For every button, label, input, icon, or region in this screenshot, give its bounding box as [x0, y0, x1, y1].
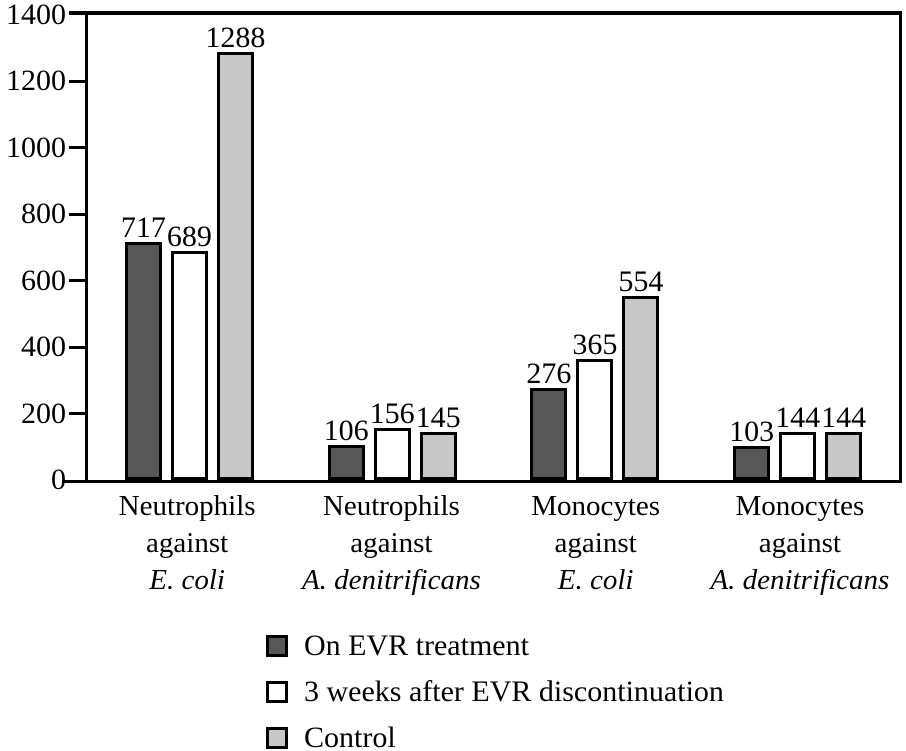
- bar-value-label: 145: [415, 400, 461, 434]
- bar: 717: [121, 212, 166, 480]
- bar: 689: [167, 222, 212, 480]
- y-axis-tick: [69, 345, 85, 349]
- y-axis-tick-label: 600: [21, 263, 66, 297]
- bar: 1288: [205, 23, 265, 480]
- legend-swatch: [266, 727, 288, 749]
- category-line2: against: [350, 527, 433, 559]
- category-line1: Monocytes: [531, 490, 661, 522]
- bar-value-label: 144: [821, 401, 867, 435]
- legend-swatch: [266, 635, 288, 657]
- bar: 106: [324, 415, 369, 480]
- category-line1: Neutrophils: [118, 490, 256, 522]
- bar: 145: [416, 402, 461, 480]
- bar: 554: [618, 267, 663, 480]
- legend-item: Control: [266, 723, 724, 751]
- category-species-name: E. coli: [557, 564, 634, 596]
- bar-value-label: 717: [120, 210, 166, 244]
- bar: 103: [729, 416, 774, 480]
- y-axis-tick-label: 1200: [6, 64, 66, 98]
- bar-value-label: 144: [775, 401, 821, 435]
- bar-value-label: 276: [526, 357, 572, 391]
- bar-value-label: 106: [323, 413, 369, 447]
- y-axis-tick-label: 400: [21, 330, 66, 364]
- bar-group: 717 689 1288: [121, 15, 265, 480]
- y-axis-tick-label: 1000: [6, 130, 66, 164]
- plot-area: 717 689 1288 106 156 145 276 365 554 103 144 144: [85, 11, 902, 483]
- bar-group: 103 144 144: [729, 15, 866, 480]
- y-axis-tick-1400: [69, 11, 85, 15]
- y-axis-tick: [69, 79, 85, 83]
- x-axis-category-label: Monocytes against A. denitrificans: [698, 488, 902, 599]
- bar-value-label: 554: [618, 265, 664, 298]
- bar: 276: [526, 359, 571, 480]
- bar-value-label: 103: [729, 414, 775, 448]
- category-species-name: A. denitrificans: [710, 564, 890, 596]
- bar: 156: [370, 399, 415, 480]
- y-axis-tick-label: 800: [21, 197, 66, 231]
- legend-swatch: [266, 681, 288, 703]
- y-axis-tick-label: 200: [21, 396, 66, 430]
- category-species-name: E. coli: [149, 564, 225, 596]
- legend: On EVR treatment 3 weeks after EVR discon…: [266, 631, 724, 751]
- y-axis-tick-0: [62, 480, 85, 483]
- category-line2: against: [758, 527, 841, 559]
- bar-group: 276 365 554: [526, 15, 663, 480]
- y-axis-tick: [69, 412, 85, 416]
- bar-value-label: 365: [572, 327, 618, 361]
- x-axis-category-label: Neutrophils against E. coli: [85, 488, 289, 599]
- category-line1: Neutrophils: [322, 490, 460, 522]
- legend-label: Control: [304, 721, 396, 751]
- bar-value-label: 156: [369, 397, 415, 431]
- bar: 144: [775, 403, 820, 480]
- category-line1: Monocytes: [735, 490, 865, 522]
- category-line2: against: [146, 527, 229, 559]
- bar: 365: [572, 329, 617, 480]
- x-axis-category-label: Monocytes against E. coli: [494, 488, 698, 599]
- x-axis-category-labels: Neutrophils against E. coli Neutrophils agai…: [85, 488, 902, 599]
- legend-label: 3 weeks after EVR discontinuation: [304, 675, 724, 708]
- y-axis-tick-label: 0: [51, 463, 66, 496]
- y-axis-tick: [69, 212, 85, 216]
- y-axis-tick-label: 1400: [6, 0, 66, 31]
- bar-value-label: 689: [166, 220, 212, 254]
- legend-item: On EVR treatment: [266, 631, 724, 661]
- y-axis-tick: [69, 146, 85, 150]
- bar-group: 106 156 145: [324, 15, 461, 480]
- x-axis-category-label: Neutrophils against A. denitrificans: [289, 488, 493, 599]
- legend-label: On EVR treatment: [304, 629, 529, 662]
- legend-item: 3 weeks after EVR discontinuation: [266, 677, 724, 707]
- category-species-name: A. denitrificans: [301, 564, 481, 596]
- bar-value-label: 1288: [205, 21, 266, 55]
- category-line2: against: [554, 527, 637, 559]
- y-axis-tick: [69, 279, 85, 283]
- bar: 144: [821, 403, 866, 480]
